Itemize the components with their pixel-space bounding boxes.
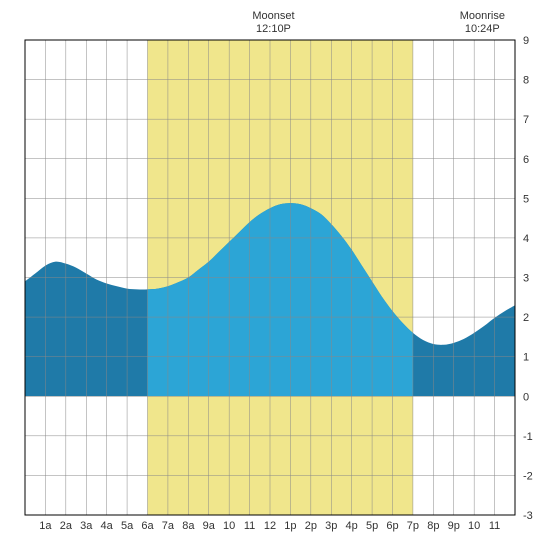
x-tick-label: 4a [101,520,114,532]
x-tick-label: 10 [223,520,235,532]
x-tick-label: 8a [182,520,195,532]
y-tick-label: 4 [523,233,529,245]
x-tick-label: 7p [407,520,419,532]
y-tick-label: -1 [523,431,533,443]
y-tick-label: 6 [523,154,529,166]
y-tick-label: 5 [523,193,529,205]
y-tick-label: 0 [523,391,529,403]
x-tick-label: 9a [203,520,216,532]
moon-label: Moonset12:10P [243,10,303,36]
y-tick-label: 2 [523,312,529,324]
y-tick-label: 3 [523,273,529,285]
y-tick-label: 9 [523,35,529,47]
moon-label: Moonrise10:24P [452,10,512,36]
x-tick-label: 2a [60,520,73,532]
x-tick-label: 2p [305,520,317,532]
x-tick-label: 4p [346,520,358,532]
x-tick-label: 5a [121,520,134,532]
x-tick-label: 3a [80,520,93,532]
x-tick-label: 6a [141,520,154,532]
x-tick-label: 8p [427,520,439,532]
x-tick-label: 6p [386,520,398,532]
moon-label-title: Moonset [243,10,303,23]
x-tick-label: 9p [448,520,460,532]
moon-label-time: 10:24P [452,23,512,36]
x-tick-label: 11 [244,520,255,532]
y-tick-label: 1 [523,352,529,364]
moon-label-title: Moonrise [452,10,512,23]
x-tick-label: 12 [264,520,276,532]
y-tick-label: 8 [523,75,529,87]
x-tick-label: 1a [39,520,52,532]
x-tick-label: 10 [468,520,480,532]
x-tick-label: 3p [325,520,337,532]
x-tick-label: 11 [489,520,500,532]
x-tick-label: 7a [162,520,175,532]
moon-label-time: 12:10P [243,23,303,36]
x-tick-label: 5p [366,520,378,532]
tide-chart: -3-2-101234567891a2a3a4a5a6a7a8a9a101112… [10,10,540,540]
y-tick-label: 7 [523,114,529,126]
x-tick-label: 1p [284,520,296,532]
y-tick-label: -3 [523,510,533,522]
chart-svg: -3-2-101234567891a2a3a4a5a6a7a8a9a101112… [10,10,540,540]
y-tick-label: -2 [523,470,533,482]
